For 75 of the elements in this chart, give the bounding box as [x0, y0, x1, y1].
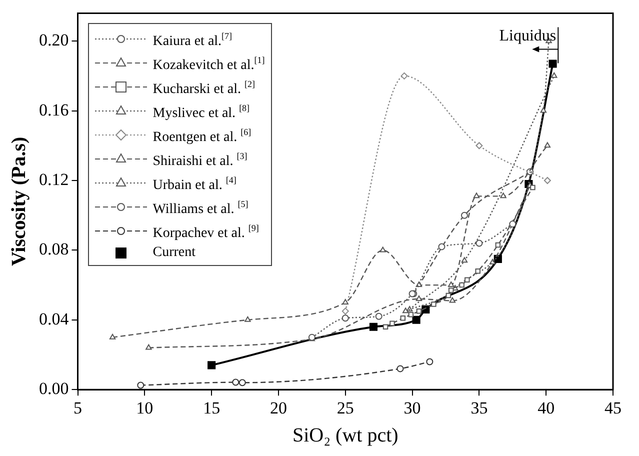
point [416, 295, 422, 301]
point [146, 344, 152, 350]
point [460, 212, 468, 219]
point [426, 358, 434, 366]
point [448, 288, 454, 293]
y-tick-label: 0.20 [39, 30, 69, 50]
point [448, 282, 454, 288]
y-axis-title: Viscosity (Pa.s) [8, 136, 30, 266]
point [509, 220, 516, 228]
point [495, 242, 501, 248]
y-tick-label: 0.08 [39, 240, 69, 259]
x-tick-label: 45 [604, 398, 622, 418]
point [416, 308, 422, 314]
point [449, 297, 456, 303]
point [551, 72, 558, 78]
point [400, 72, 408, 80]
point [342, 298, 348, 304]
point [464, 277, 470, 282]
point [238, 379, 246, 386]
legend-label: Kaiura et al.$^{[7]}$ [152, 30, 232, 52]
point [109, 334, 116, 340]
point [137, 382, 144, 389]
point [396, 365, 404, 372]
point [548, 60, 557, 68]
x-axis-title: SiO₂ (wt pct) [292, 424, 398, 446]
point [500, 192, 506, 198]
legend-label: Williams et al. $^{[5]}$ [152, 198, 248, 220]
point [540, 107, 547, 113]
y-tick-label: 0.00 [39, 379, 69, 398]
point [473, 192, 480, 198]
x-tick-label: 30 [404, 398, 421, 418]
point [369, 322, 378, 331]
y-tick-label: 0.12 [39, 170, 69, 189]
legend-label: Roentgen et al. $^{[6]}$ [152, 126, 252, 148]
legend-label: Urbain et al. $^{[4]}$ [152, 174, 236, 196]
y-tick-label: 0.16 [39, 100, 69, 120]
legend-label: Kucharski et al. $^{[2]}$ [152, 78, 255, 100]
point [475, 268, 480, 274]
x-tick-label: 40 [538, 398, 555, 418]
x-tick-label: 20 [270, 398, 287, 418]
point [400, 316, 406, 321]
point [438, 243, 446, 250]
point [544, 142, 551, 148]
point [446, 292, 452, 298]
point [402, 308, 409, 314]
ref-line-label: Liquidus [499, 27, 556, 44]
x-tick-label: 10 [136, 398, 154, 418]
point [382, 324, 388, 330]
point [530, 184, 536, 190]
point [431, 302, 436, 307]
x-tick-label: 15 [203, 398, 220, 418]
point [380, 246, 386, 252]
point [476, 240, 483, 247]
point [390, 320, 395, 326]
point [412, 316, 420, 324]
point [459, 282, 464, 288]
point [461, 257, 468, 263]
x-tick-label: 25 [336, 398, 354, 418]
y-tick-label: 0.04 [39, 309, 70, 328]
point [408, 312, 414, 318]
point [208, 361, 216, 370]
legend-label: Shiraishi et al. $^{[3]}$ [152, 150, 248, 172]
point [342, 314, 349, 322]
x-tick-label: 5 [74, 398, 82, 418]
point [544, 176, 551, 184]
legend-label: Korpachev et al. $^{[9]}$ [152, 222, 259, 244]
legend-label: Kozakevitch et al.$^{[1]}$ [152, 54, 265, 76]
legend-label: Current [152, 244, 196, 262]
point [232, 378, 240, 386]
point [342, 308, 349, 315]
point [375, 312, 382, 320]
point [476, 142, 483, 150]
x-tick-label: 35 [470, 398, 488, 418]
point [244, 316, 251, 322]
legend-label: Myslivec et al. $^{[8]}$ [152, 102, 250, 124]
